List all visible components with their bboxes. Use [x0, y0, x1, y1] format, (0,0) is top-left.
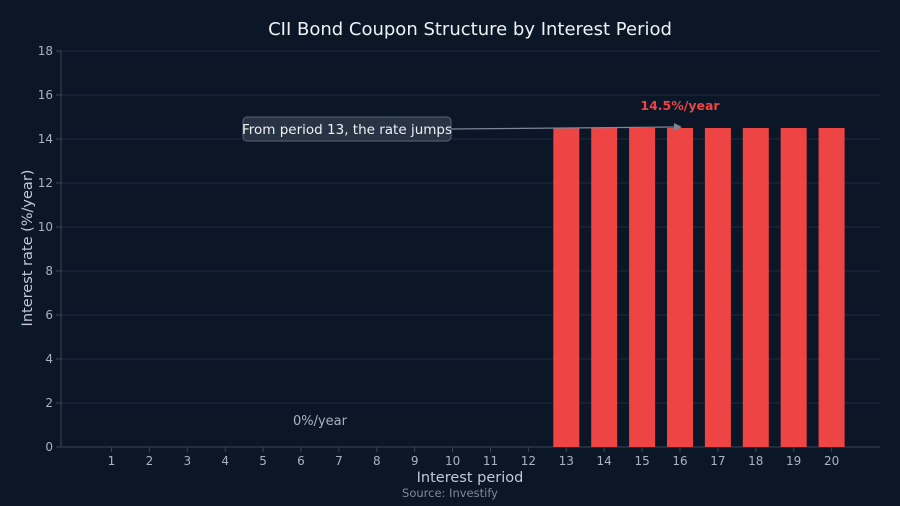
bar: [780, 128, 807, 447]
y-tick-label: 8: [45, 264, 53, 278]
x-tick-label: 18: [748, 454, 763, 468]
x-tick-label: 15: [634, 454, 649, 468]
x-tick-label: 2: [146, 454, 154, 468]
x-tick-label: 4: [221, 454, 229, 468]
bar: [667, 128, 693, 447]
callout-arrowhead: [674, 123, 682, 131]
bar: [591, 128, 618, 447]
callout-annotation: From period 13, the rate jumps: [242, 116, 682, 142]
x-tick-label: 5: [259, 454, 267, 468]
callout-text: From period 13, the rate jumps: [242, 122, 452, 138]
y-tick-label: 12: [38, 176, 53, 190]
x-tick-label: 9: [411, 454, 419, 468]
y-tick-label: 6: [45, 308, 53, 322]
x-tick-label: 20: [824, 454, 839, 468]
x-tick-label: 17: [710, 454, 725, 468]
x-tick-label: 10: [445, 454, 460, 468]
y-tick-label: 16: [38, 88, 53, 102]
callout-box: [242, 116, 452, 142]
source-note: Source: Investify: [402, 486, 498, 500]
callout-arrow: [450, 126, 675, 130]
x-tick-label: 16: [672, 454, 687, 468]
y-tick-label: 0: [45, 440, 53, 454]
bar: [553, 128, 580, 447]
y-tick-label: 2: [45, 396, 53, 410]
y-tick-label: 4: [45, 352, 53, 366]
x-tick-label: 7: [335, 454, 343, 468]
y-tick-label: 18: [38, 44, 53, 58]
chart-title: CII Bond Coupon Structure by Interest Pe…: [268, 19, 672, 40]
bar: [742, 128, 769, 447]
y-tick-label: 14: [38, 132, 53, 146]
gridlines: [61, 50, 880, 404]
high-rate-label: 14.5%/year: [640, 98, 720, 113]
x-tick-label: 19: [786, 454, 801, 468]
bar: [818, 128, 845, 447]
y-axis-label: Interest rate (%/year): [20, 170, 36, 327]
y-tick-label: 10: [38, 220, 53, 234]
x-axis-label: Interest period: [417, 470, 524, 486]
x-tick-label: 3: [183, 454, 191, 468]
y-axis-ticks: 0 2 4 6 8 10 12 14 16 18: [38, 44, 61, 454]
x-tick-label: 12: [521, 454, 536, 468]
x-tick-label: 6: [297, 454, 305, 468]
zero-rate-label: 0%/year: [293, 414, 348, 429]
bar: [629, 128, 656, 447]
x-axis-ticks: 1 2 3 4 5 6 7 8 9 10 11 12 13 14 15 16 17 18 19 20: [108, 447, 839, 468]
x-tick-label: 11: [483, 454, 498, 468]
bar: [704, 128, 731, 447]
x-tick-label: 13: [559, 454, 574, 468]
x-tick-label: 1: [108, 454, 116, 468]
x-tick-label: 14: [597, 454, 612, 468]
x-tick-label: 8: [373, 454, 381, 468]
bars: [553, 128, 845, 447]
